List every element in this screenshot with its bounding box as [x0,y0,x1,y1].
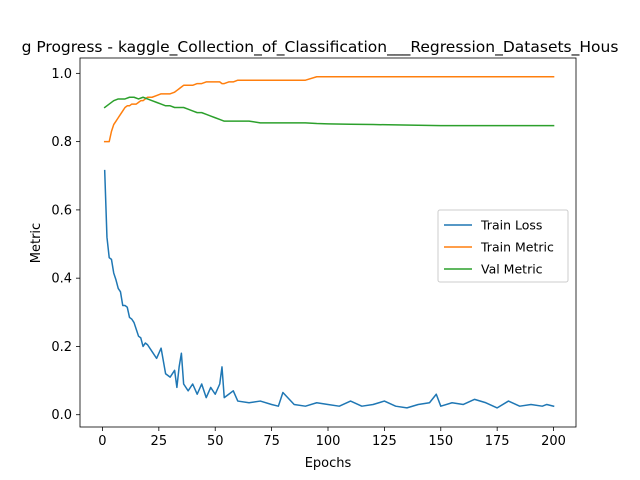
x-tick-label: 125 [372,434,397,449]
legend-box [437,209,569,283]
y-tick-label: 0.2 [51,340,72,355]
legend-label: Train Loss [480,218,542,233]
y-tick-label: 1.0 [51,67,72,82]
y-tick-label: 0.8 [51,135,72,150]
chart-title: g Progress - kaggle_Collection_of_Classi… [22,38,619,57]
legend-label: Train Metric [480,240,554,255]
y-axis-label: Metric [29,223,44,263]
x-tick-label: 150 [428,434,453,449]
legend: Train Loss Train Metric Val Metric [437,209,569,283]
legend-label: Val Metric [481,262,543,277]
x-tick-label: 75 [263,434,280,449]
series-line-2 [103,76,555,143]
series-line-1 [103,169,555,409]
y-tick-label: 0.0 [51,408,72,423]
x-tick-label: 200 [541,434,566,449]
x-axis-label: Epochs [305,456,352,471]
y-tick-label: 0.4 [51,272,72,287]
x-tick-label: 100 [316,434,341,449]
x-tick-label: 0 [98,434,106,449]
x-tick-label: 25 [151,434,168,449]
x-tick-label: 175 [485,434,510,449]
x-tick-label: 50 [207,434,224,449]
y-tick-label: 0.6 [51,203,72,218]
series-line-3 [103,96,555,127]
plot-area: 0 25 50 75 100 125 150 175 200 0.0 0.2 0.4 0.6 0.8 1.0 [51,57,577,449]
